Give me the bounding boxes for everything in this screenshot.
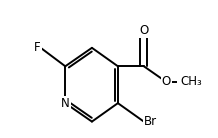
Text: CH₃: CH₃	[180, 75, 202, 88]
Text: O: O	[162, 75, 171, 88]
Text: Br: Br	[144, 115, 157, 128]
Text: N: N	[61, 97, 70, 110]
Text: O: O	[139, 24, 148, 37]
Text: F: F	[34, 41, 41, 54]
